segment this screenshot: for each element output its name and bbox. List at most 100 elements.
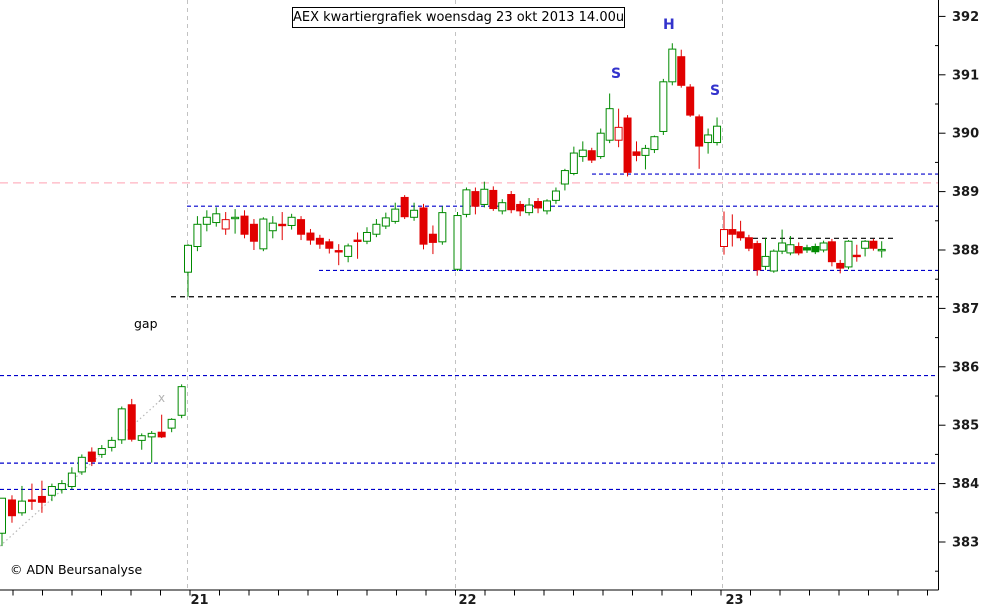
candle-body [315, 237, 324, 245]
candle-body [659, 81, 668, 132]
candle-body [231, 216, 240, 220]
candle-body [736, 231, 745, 239]
trendline [0, 400, 161, 547]
candle-body [578, 149, 587, 158]
y-axis-label: 383 [952, 536, 979, 551]
shoulder-right-label: S [710, 83, 721, 99]
candle-body [57, 483, 66, 490]
candle-body [107, 439, 116, 448]
candle-body [306, 232, 315, 241]
candle-body [704, 134, 713, 144]
candle-body [240, 215, 249, 235]
candle-body [489, 189, 498, 210]
candle-body [17, 500, 26, 514]
candle-body [498, 202, 507, 212]
candle-body [0, 497, 6, 534]
candle-body [728, 229, 737, 235]
candle-body [819, 242, 828, 251]
x-axis-day-label: 21 [191, 593, 209, 608]
candle-body [534, 201, 543, 209]
copyright-notice: © ADN Beursanalyse [10, 562, 143, 577]
candle-body [778, 242, 787, 252]
candle-body [632, 151, 641, 156]
candle-body [827, 241, 836, 263]
candle-body [471, 191, 480, 207]
candle-body [507, 194, 516, 211]
head-label: H [663, 17, 675, 33]
y-axis-label: 390 [952, 127, 979, 142]
candle-body [287, 216, 296, 226]
candle-body [410, 209, 419, 218]
candle-body [614, 126, 623, 141]
y-axis-label: 388 [952, 244, 979, 259]
candle-body [362, 231, 371, 242]
candle-body [695, 116, 704, 147]
candle-body [184, 244, 192, 273]
candle-body [67, 472, 76, 488]
candle-body [27, 499, 36, 502]
candle-body [668, 48, 677, 83]
candle-body [147, 432, 156, 438]
candle-body [641, 147, 650, 156]
candle-body [7, 499, 16, 517]
candle-body [419, 207, 428, 245]
candle-body [177, 386, 186, 416]
chart-title: AEX kwartiergrafiek woensdag 23 okt 2013… [292, 7, 625, 28]
y-axis-label: 386 [952, 360, 979, 375]
candle-body [803, 247, 811, 251]
candle-body [438, 212, 447, 243]
y-axis-label: 389 [952, 185, 979, 200]
candle-body [167, 418, 176, 429]
candle-body [453, 215, 462, 270]
candle-body [744, 237, 753, 249]
candle-body [334, 250, 343, 253]
candle-body [157, 431, 166, 438]
candle-body [677, 56, 686, 86]
candle-body [551, 190, 560, 201]
candle-body [720, 229, 728, 247]
candle-body [650, 136, 659, 151]
candle-body [268, 222, 277, 232]
y-axis-label: 391 [952, 68, 979, 83]
candle-body [480, 188, 489, 205]
candle-body [259, 218, 268, 250]
candle-body [117, 408, 126, 441]
candle-body [400, 196, 409, 218]
candle-body [344, 245, 353, 257]
candle-body [87, 451, 96, 462]
y-axis-label: 384 [952, 477, 979, 492]
candle-body [37, 495, 46, 503]
trendline-end-marker: x [158, 391, 166, 405]
candle-body [97, 448, 106, 455]
x-axis-day-label: 22 [459, 593, 477, 608]
candle-body [769, 250, 778, 272]
candle-body [516, 203, 525, 212]
candle-body [713, 125, 722, 144]
candle-body [137, 435, 146, 441]
candle-body [47, 486, 56, 496]
candle-body [127, 404, 136, 440]
candle-body [560, 170, 569, 185]
candle-body [543, 200, 551, 212]
candle-body [786, 244, 795, 254]
candle-body [462, 189, 471, 215]
candle-body [212, 213, 221, 224]
candle-body [372, 223, 381, 235]
candle-body [569, 152, 578, 174]
candle-body [605, 108, 614, 141]
candle-body [221, 219, 230, 230]
x-axis-day-label: 23 [726, 593, 744, 608]
candle-body [587, 150, 596, 161]
candle-body [794, 245, 803, 254]
candle-body [753, 243, 762, 271]
y-axis-label: 387 [952, 302, 979, 317]
y-axis-label: 392 [952, 10, 979, 25]
candle-body [353, 239, 362, 242]
candle-body [686, 86, 695, 116]
candle-body [278, 223, 287, 227]
candle-body [202, 216, 211, 225]
shoulder-left-label: S [611, 66, 622, 82]
candle-body [811, 245, 820, 253]
candle-body [428, 233, 437, 243]
